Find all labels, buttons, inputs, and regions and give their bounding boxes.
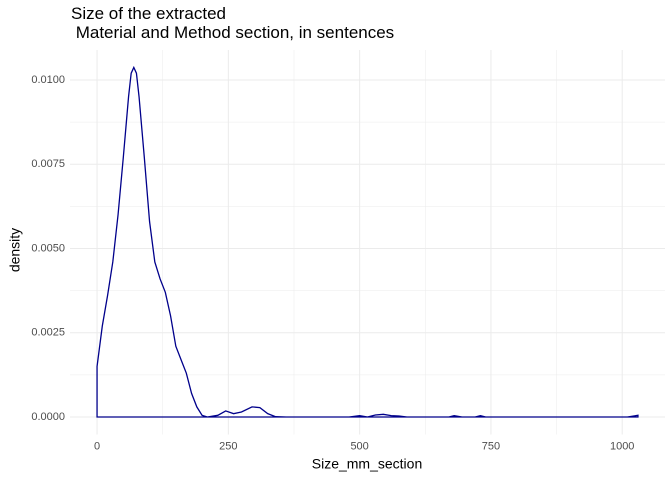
y-tick-label: 0.0075 [31,158,65,170]
y-tick-label: 0.0000 [31,411,65,423]
y-axis-label: density [7,228,23,272]
x-tick-label: 500 [350,440,368,452]
chart-title: Size of the extracted Material and Metho… [71,4,394,42]
x-tick-label: 0 [94,440,100,452]
y-tick-label: 0.0025 [31,327,65,339]
x-axis-label: Size_mm_section [312,456,423,472]
x-tick-label: 750 [482,440,500,452]
y-tick-label: 0.0050 [31,242,65,254]
x-tick-label: 250 [219,440,237,452]
x-tick-label: 1000 [610,440,634,452]
density-curve [96,65,639,418]
y-tick-label: 0.0100 [31,74,65,86]
